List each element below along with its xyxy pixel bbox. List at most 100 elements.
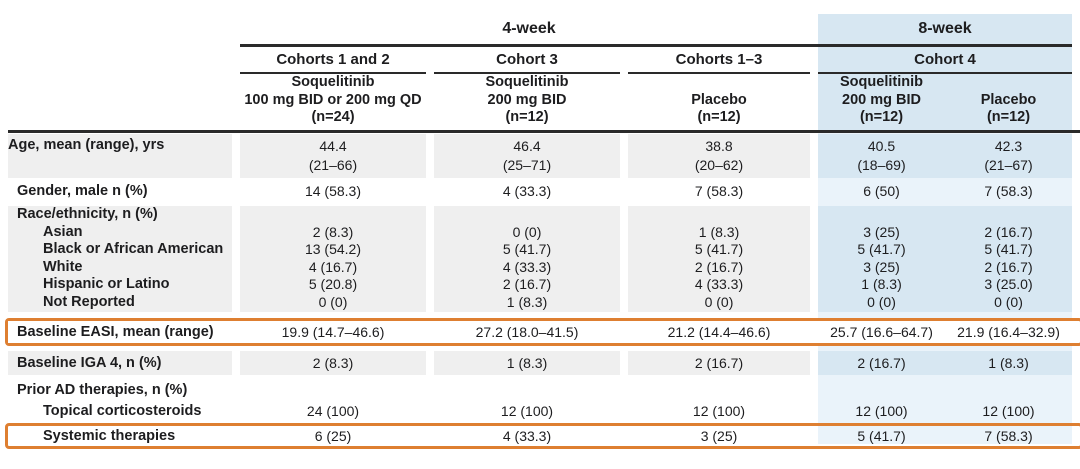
arm-drug-name: Soquelitinib xyxy=(291,74,375,90)
table-cell: 2 (16.7) xyxy=(945,223,1072,242)
arm-n: (n=12) xyxy=(505,109,549,125)
table-cell: 2 (16.7) xyxy=(434,276,620,294)
header-bottom-rule xyxy=(8,130,1080,133)
table-cell: 2 (16.7) xyxy=(628,258,810,277)
row-label: White xyxy=(8,258,232,277)
table-cell: 0 (0) xyxy=(434,223,620,242)
table-cell: 5 (41.7) xyxy=(945,241,1072,259)
table-cell: 12 (100) xyxy=(500,402,554,419)
cohort-4-header: Cohort 4 xyxy=(818,47,1072,74)
week-group-row: 4-week 8-week xyxy=(8,14,1080,47)
table-cell: 19.9 (14.7–46.6) xyxy=(240,320,426,343)
table-cell: 46.4 (25–71) xyxy=(434,134,620,178)
arm-soq-200-c4: Soquelitinib 200 mg BID (n=12) xyxy=(818,74,945,131)
group-race-ethnicity: Race/ethnicity, n (%) Asian 2 (8.3) 0 (0… xyxy=(8,206,1080,312)
table-cell: 3 (25) xyxy=(818,258,945,277)
row-label: Systemic therapies xyxy=(43,427,176,444)
cohort-3-header: Cohort 3 xyxy=(434,47,620,74)
row-label: Topical corticosteroids xyxy=(43,402,202,419)
arm-drug-name: Soquelitinib xyxy=(840,74,923,90)
table-cell: 2 (16.7) xyxy=(628,350,810,375)
highlight-box-baseline-easi: Baseline EASI, mean (range) 19.9 (14.7–4… xyxy=(5,317,1080,346)
treatment-arm-row: Soquelitinib 100 mg BID or 200 mg QD (n=… xyxy=(8,74,1080,131)
arm-n: (n=12) xyxy=(986,109,1031,125)
row-label: Baseline EASI, mean (range) xyxy=(8,320,232,343)
table-cell: 1 (8.3) xyxy=(434,293,620,312)
arm-soq-100-200: Soquelitinib 100 mg BID or 200 mg QD (n=… xyxy=(240,74,426,131)
cohort-1-2-header: Cohorts 1 and 2 xyxy=(240,47,426,74)
row-race-header: Race/ethnicity, n (%) xyxy=(8,206,1080,224)
table-cell: 3 (25) xyxy=(818,223,945,242)
table-cell: 21.9 (16.4–32.9) xyxy=(945,320,1072,343)
arm-n: (n=24) xyxy=(311,109,355,125)
row-baseline-iga: Baseline IGA 4, n (%) 2 (8.3) 1 (8.3) 2 … xyxy=(8,350,1080,375)
row-race-hispanic: Hispanic or Latino 5 (20.8) 2 (16.7) 4 (… xyxy=(8,276,1080,294)
arm-dose: 200 mg BID xyxy=(842,91,921,108)
table-cell: 25.7 (16.6–64.7) xyxy=(818,320,945,343)
row-gender: Gender, male n (%) 14 (58.3) 4 (33.3) 7 … xyxy=(8,179,1080,204)
row-label: Gender, male n (%) xyxy=(17,183,148,199)
table-cell: 24 (100) xyxy=(306,402,360,419)
group-prior-ad-therapies: Prior AD therapies, n (%) Topical cortic… xyxy=(5,380,1080,449)
table-cell: 7 (58.3) xyxy=(984,183,1033,199)
table-cell: 5 (41.7) xyxy=(628,241,810,259)
row-race-white: White 4 (16.7) 4 (33.3) 2 (16.7) 3 (25) … xyxy=(8,258,1080,277)
table-cell: 1 (8.3) xyxy=(818,276,945,294)
table-cell: 3 (25.0) xyxy=(945,276,1072,294)
table-cell: 7 (58.3) xyxy=(984,427,1033,444)
row-label: Black or African American xyxy=(8,241,232,259)
row-label: Race/ethnicity, n (%) xyxy=(8,206,232,224)
row-label: Prior AD therapies, n (%) xyxy=(17,381,188,398)
highlight-box-systemic-therapies: Systemic therapies 6 (25) 4 (33.3) 3 (25… xyxy=(5,422,1080,449)
arm-placebo-4week: Placebo (n=12) xyxy=(628,74,810,131)
table-cell: 0 (0) xyxy=(240,293,426,312)
table-cell: 4 (33.3) xyxy=(502,183,552,199)
table-cell: 5 (41.7) xyxy=(857,427,906,444)
table-cell: 4 (16.7) xyxy=(240,258,426,277)
table-cell: 4 (33.3) xyxy=(628,276,810,294)
row-label: Hispanic or Latino xyxy=(8,276,232,294)
row-systemic-therapies: Systemic therapies 6 (25) 4 (33.3) 3 (25… xyxy=(8,426,1080,446)
cohort-row: Cohorts 1 and 2 Cohort 3 Cohorts 1–3 Coh… xyxy=(8,47,1080,74)
arm-placebo-8week: Placebo (n=12) xyxy=(945,74,1072,131)
row-age: Age, mean (range), yrs 44.4 (21–66) 46.4(… xyxy=(8,134,1080,178)
table-cell: 5 (41.7) xyxy=(434,241,620,259)
table-cell: 42.3 (21–67) xyxy=(945,134,1072,178)
table-cell: 14 (58.3) xyxy=(304,183,362,199)
arm-drug-name: Soquelitinib xyxy=(485,74,569,90)
row-race-not-reported: Not Reported 0 (0) 1 (8.3) 0 (0) 0 (0) 0… xyxy=(8,293,1080,312)
row-race-asian: Asian 2 (8.3) 0 (0) 1 (8.3) 3 (25) 2 (16… xyxy=(8,223,1080,242)
cohort-1-3-header: Cohorts 1–3 xyxy=(628,47,810,74)
table-cell: 21.2 (14.4–46.6) xyxy=(628,320,810,343)
table-cell: 1 (8.3) xyxy=(945,350,1072,375)
row-topical-corticosteroids: Topical corticosteroids 24 (100) 12 (100… xyxy=(8,401,1080,422)
table-cell: 2 (8.3) xyxy=(240,223,426,242)
arm-drug-name: Placebo xyxy=(691,91,747,108)
table-cell: 1 (8.3) xyxy=(628,223,810,242)
row-race-black: Black or African American 13 (54.2) 5 (4… xyxy=(8,241,1080,259)
arm-n: (n=12) xyxy=(697,109,741,125)
table-cell: 1 (8.3) xyxy=(434,350,620,375)
table-cell: 2 (8.3) xyxy=(240,350,426,375)
row-prior-header: Prior AD therapies, n (%) xyxy=(8,380,1080,401)
arm-dose: 100 mg BID or 200 mg QD xyxy=(244,91,422,108)
baseline-demographics-table: 4-week 8-week Cohorts 1 and 2 Cohort 3 C… xyxy=(5,14,1080,449)
table-cell: 12 (100) xyxy=(855,402,908,419)
table-cell: 0 (0) xyxy=(945,293,1072,312)
row-label: Not Reported xyxy=(8,293,232,312)
table-cell: 0 (0) xyxy=(818,293,945,312)
arm-drug-name: Placebo xyxy=(980,91,1037,108)
row-label: Age, mean (range), yrs xyxy=(8,134,232,178)
table-cell: 5 (41.7) xyxy=(818,241,945,259)
row-label: Baseline IGA 4, n (%) xyxy=(8,350,232,375)
table-cell: 3 (25) xyxy=(700,427,738,444)
table-cell: 12 (100) xyxy=(692,402,746,419)
arm-n: (n=12) xyxy=(859,109,904,125)
table-cell: 6 (50) xyxy=(863,183,900,199)
table-cell: 44.4 (21–66) xyxy=(240,134,426,178)
row-baseline-easi: Baseline EASI, mean (range) 19.9 (14.7–4… xyxy=(8,320,1080,343)
arm-dose: 200 mg BID xyxy=(487,91,567,108)
table-cell: 38.8 (20–62) xyxy=(628,134,810,178)
table-cell: 7 (58.3) xyxy=(694,183,744,199)
table-cell: 40.5 (18–69) xyxy=(818,134,945,178)
